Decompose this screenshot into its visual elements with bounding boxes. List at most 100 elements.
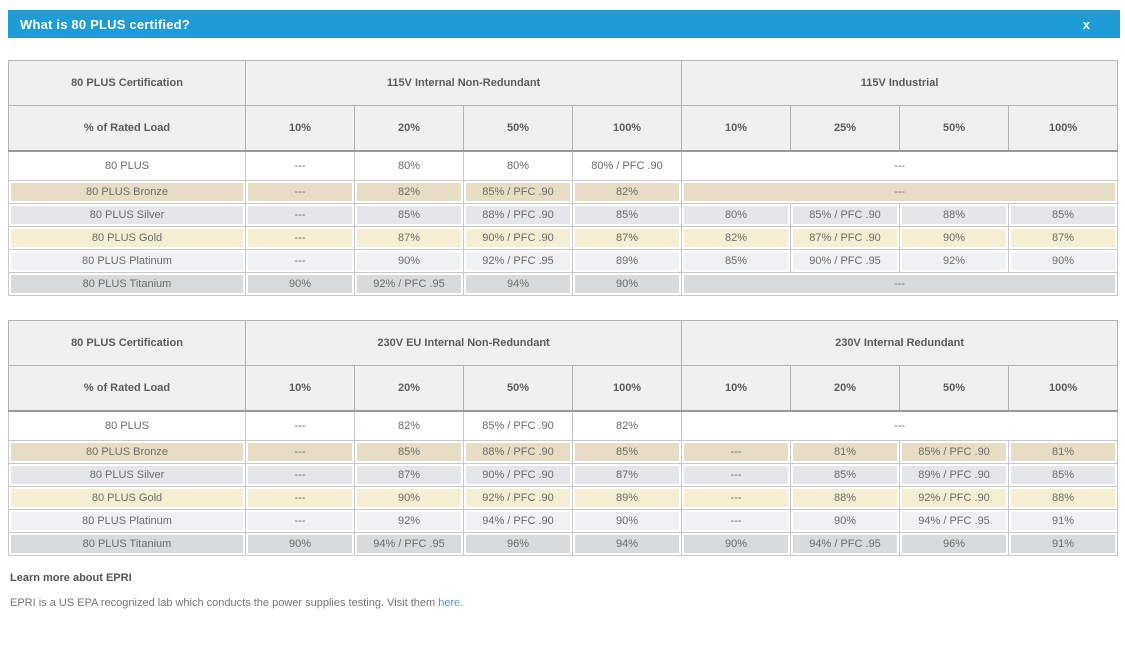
value-cell: 94% / PFC .95 <box>354 532 464 556</box>
footer-text: EPRI is a US EPA recognized lab which co… <box>10 597 1125 609</box>
value-cell: 82% <box>571 410 683 441</box>
efficiency-table-2: 80 PLUS Certification 230V EU Internal No… <box>8 320 1119 556</box>
value-cell: 80% <box>463 150 573 181</box>
value-cell: 94% / PFC .95 <box>899 509 1010 533</box>
load-pct-header: 10% <box>245 365 355 412</box>
value-cell: 85% <box>354 440 464 464</box>
value-cell: 82% <box>681 226 792 250</box>
value-cell: 92% / PFC .95 <box>463 249 573 273</box>
value-cell: --- <box>245 463 355 487</box>
value-cell: 85% / PFC .90 <box>463 410 573 441</box>
value-cell: 81% <box>790 440 901 464</box>
group-header-row: 80 PLUS Certification 230V EU Internal No… <box>8 320 1119 366</box>
value-cell: --- <box>245 486 355 510</box>
value-cell: 85% / PFC .90 <box>463 180 573 204</box>
load-pct-header: 10% <box>681 365 792 412</box>
value-cell: 85% <box>571 440 683 464</box>
value-cell: 94% / PFC .90 <box>463 509 573 533</box>
load-pct-header: 50% <box>463 105 573 152</box>
value-cell: 85% <box>681 249 792 273</box>
value-cell-merged: --- <box>681 410 1119 441</box>
footer-heading: Learn more about EPRI <box>10 572 132 584</box>
value-cell: 89% / PFC .90 <box>899 463 1010 487</box>
value-cell: 85% / PFC .90 <box>790 203 901 227</box>
value-cell: 85% <box>1008 463 1119 487</box>
load-header: % of Rated Load <box>8 105 246 152</box>
value-cell: 87% / PFC .90 <box>790 226 901 250</box>
value-cell: 90% / PFC .90 <box>463 226 573 250</box>
load-pct-header: 100% <box>571 365 683 412</box>
value-cell: --- <box>681 463 792 487</box>
row-label: 80 PLUS Titanium <box>8 272 246 296</box>
value-cell: 88% / PFC .90 <box>463 203 573 227</box>
value-cell: 85% <box>354 203 464 227</box>
close-button[interactable]: x <box>1082 16 1090 32</box>
value-cell: 90% <box>790 509 901 533</box>
value-cell: 82% <box>354 180 464 204</box>
value-cell-merged: --- <box>681 180 1119 204</box>
value-cell: 90% <box>899 226 1010 250</box>
load-pct-header: 50% <box>463 365 573 412</box>
table-row: 80 PLUS Gold --- 90% 92% / PFC .90 89% --- 88%… <box>8 486 1119 510</box>
value-cell: 85% <box>571 203 683 227</box>
table-row: 80 PLUS Gold --- 87% 90% / PFC .90 87% 82% 87%… <box>8 226 1119 250</box>
load-pct-header: 100% <box>571 105 683 152</box>
group-header-row: 80 PLUS Certification 115V Internal Non-R… <box>8 60 1119 106</box>
value-cell: 82% <box>571 180 683 204</box>
table-row: 80 PLUS --- 80% 80% 80% / PFC .90 --- <box>8 150 1119 181</box>
value-cell: --- <box>681 509 792 533</box>
value-cell: 87% <box>354 226 464 250</box>
value-cell: 81% <box>1008 440 1119 464</box>
value-cell-merged: --- <box>681 272 1119 296</box>
load-pct-header: 50% <box>899 365 1010 412</box>
value-cell: 90% <box>245 532 355 556</box>
value-cell: --- <box>245 509 355 533</box>
load-pct-header: 50% <box>899 105 1010 152</box>
row-label: 80 PLUS <box>8 410 246 441</box>
value-cell: 80% <box>681 203 792 227</box>
load-pct-header: 10% <box>681 105 792 152</box>
group-header: 230V EU Internal Non-Redundant <box>244 320 683 366</box>
value-cell: 90% <box>354 486 464 510</box>
value-cell: 89% <box>571 486 683 510</box>
table-row: 80 PLUS Platinum --- 90% 92% / PFC .95 89% 85… <box>8 249 1119 273</box>
value-cell: --- <box>245 440 355 464</box>
table-row: 80 PLUS Bronze --- 82% 85% / PFC .90 82% --- <box>8 180 1119 204</box>
group-header: 115V Industrial <box>681 60 1119 106</box>
value-cell: 91% <box>1008 532 1119 556</box>
value-cell: 92% / PFC .90 <box>463 486 573 510</box>
load-header: % of Rated Load <box>8 365 246 412</box>
value-cell: 80% <box>354 150 464 181</box>
load-header-row: % of Rated Load 10% 20% 50% 100% 10% 20% 50% 100… <box>8 365 1119 412</box>
load-pct-header: 25% <box>790 105 901 152</box>
footer-text-after: . <box>460 597 464 609</box>
modal-titlebar: What is 80 PLUS certified? x <box>8 10 1120 38</box>
table-row: 80 PLUS Silver --- 85% 88% / PFC .90 85% 80% 8… <box>8 203 1119 227</box>
value-cell: 90% <box>571 509 683 533</box>
load-pct-header: 100% <box>1008 365 1119 412</box>
table-230v-container: 80 PLUS Certification 230V EU Internal No… <box>8 320 1125 556</box>
table-row: 80 PLUS Platinum --- 92% 94% / PFC .90 90% --… <box>8 509 1119 533</box>
row-label: 80 PLUS Silver <box>8 463 246 487</box>
row-label: 80 PLUS Gold <box>8 486 246 510</box>
value-cell: --- <box>245 226 355 250</box>
row-label: 80 PLUS Bronze <box>8 180 246 204</box>
row-label: 80 PLUS Titanium <box>8 532 246 556</box>
value-cell: 92% <box>354 509 464 533</box>
row-label: 80 PLUS Bronze <box>8 440 246 464</box>
value-cell: 96% <box>899 532 1010 556</box>
value-cell: --- <box>681 440 792 464</box>
efficiency-table-1: 80 PLUS Certification 115V Internal Non-R… <box>8 60 1119 296</box>
epri-link[interactable]: here <box>438 597 461 609</box>
load-pct-header: 20% <box>354 365 464 412</box>
value-cell: 90% <box>354 249 464 273</box>
corner-header: 80 PLUS Certification <box>8 60 246 106</box>
row-label: 80 PLUS Platinum <box>8 249 246 273</box>
row-label: 80 PLUS Platinum <box>8 509 246 533</box>
value-cell: --- <box>681 486 792 510</box>
value-cell: 90% <box>571 272 683 296</box>
value-cell: 90% <box>245 272 355 296</box>
table-115v-container: 80 PLUS Certification 115V Internal Non-R… <box>8 60 1125 296</box>
footer: Learn more about EPRI EPRI is a US EPA r… <box>10 572 1125 609</box>
value-cell: 96% <box>463 532 573 556</box>
